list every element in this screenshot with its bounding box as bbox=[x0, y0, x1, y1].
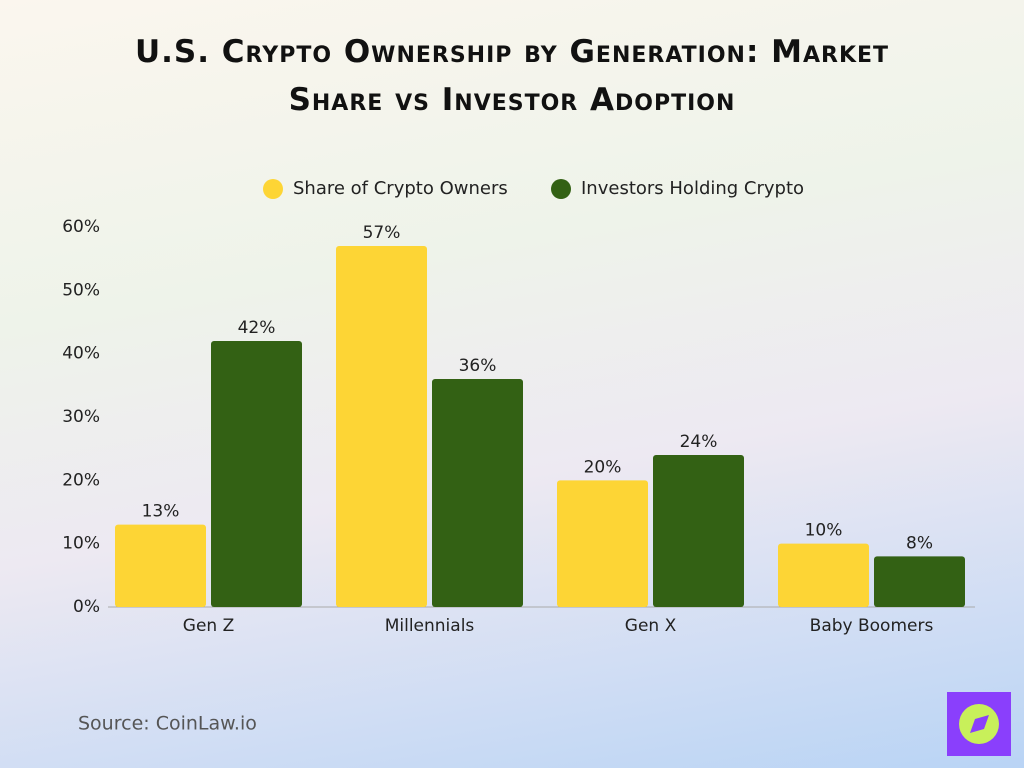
source: Source: CoinLaw.io bbox=[78, 713, 257, 735]
chart-title: U.S. Crypto Ownership by Generation: Mar… bbox=[134, 34, 890, 118]
y-tick-label: 0% bbox=[73, 597, 100, 617]
value-label: 57% bbox=[363, 223, 401, 243]
x-tick-label: Baby Boomers bbox=[810, 616, 934, 636]
y-tick-label: 60% bbox=[62, 217, 100, 237]
value-label: 8% bbox=[906, 533, 933, 553]
y-tick-label: 20% bbox=[62, 470, 100, 490]
y-tick-label: 10% bbox=[62, 534, 100, 554]
y-tick-label: 30% bbox=[62, 407, 100, 427]
bar bbox=[874, 556, 965, 607]
bar bbox=[211, 341, 302, 607]
bar bbox=[653, 455, 744, 607]
legend-swatch bbox=[263, 179, 283, 199]
legend-swatch bbox=[551, 179, 571, 199]
value-label: 42% bbox=[238, 318, 276, 338]
value-label: 10% bbox=[805, 521, 843, 541]
value-label: 24% bbox=[680, 432, 718, 452]
value-label: 20% bbox=[584, 457, 622, 477]
value-label: 36% bbox=[459, 356, 497, 376]
bar bbox=[557, 480, 648, 607]
x-tick-label: Gen X bbox=[625, 616, 677, 636]
bar bbox=[778, 543, 869, 607]
legend-label: Share of Crypto Owners bbox=[293, 178, 508, 199]
legend-label: Investors Holding Crypto bbox=[581, 178, 804, 199]
x-tick-label: Millennials bbox=[385, 616, 475, 636]
logo bbox=[947, 692, 1011, 756]
y-tick-label: 40% bbox=[62, 344, 100, 364]
bar bbox=[115, 524, 206, 607]
value-label: 13% bbox=[142, 502, 180, 522]
y-tick-label: 50% bbox=[62, 280, 100, 300]
x-tick-label: Gen Z bbox=[183, 616, 234, 636]
logo-glyph bbox=[970, 715, 989, 733]
bar bbox=[336, 246, 427, 607]
bar bbox=[432, 379, 523, 607]
